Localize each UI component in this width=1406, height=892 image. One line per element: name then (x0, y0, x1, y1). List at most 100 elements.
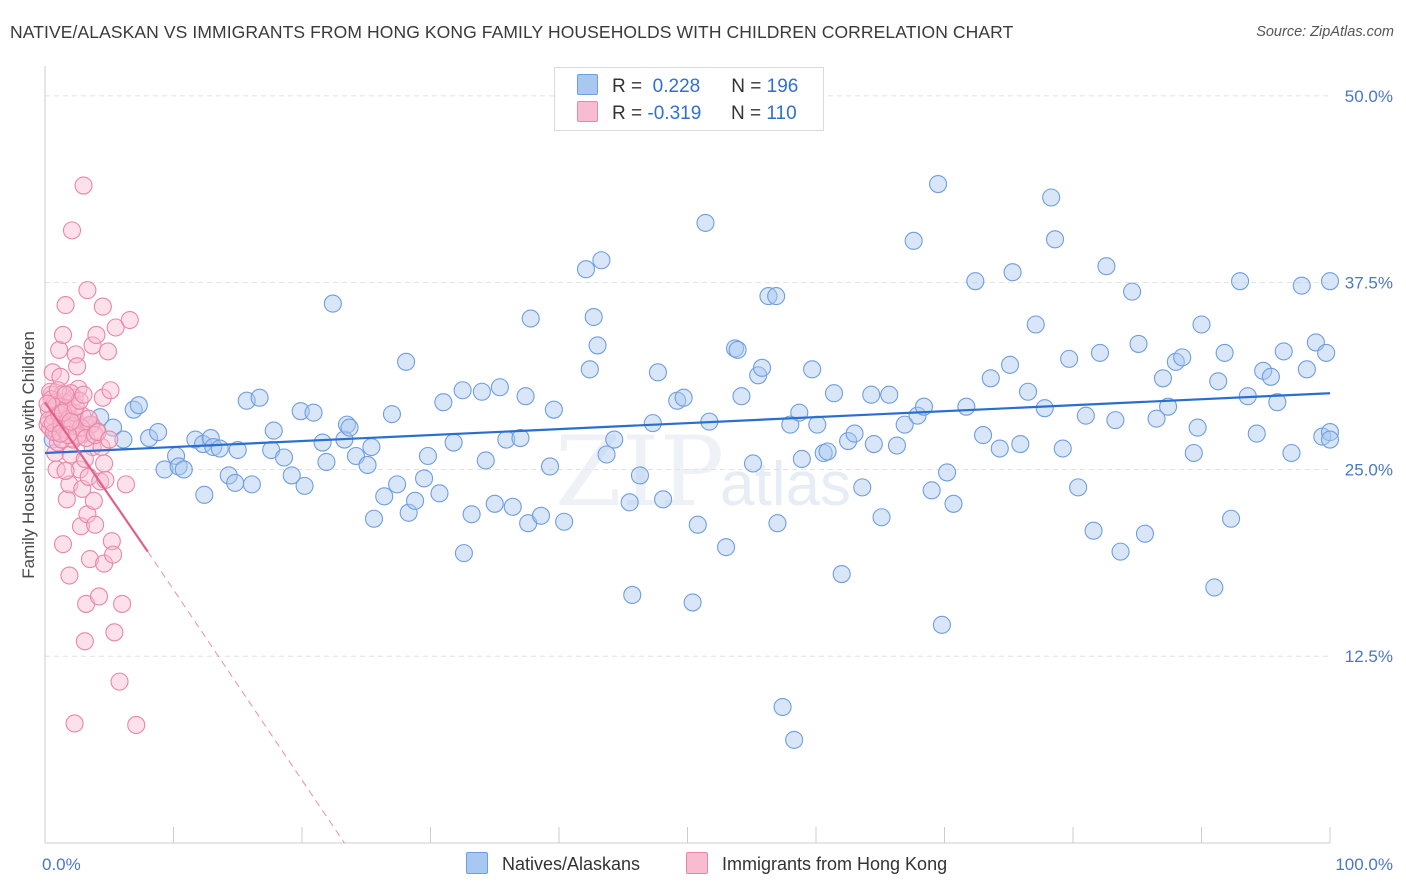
data-point (219, 466, 238, 485)
data-point (1147, 409, 1166, 428)
data-point (93, 388, 112, 407)
data-point (264, 421, 283, 440)
data-point (53, 325, 73, 345)
data-point (1159, 397, 1178, 416)
data-point (93, 297, 112, 316)
data-point (56, 385, 75, 404)
data-point (104, 545, 123, 564)
data-point (592, 251, 611, 270)
data-point (169, 457, 188, 476)
chart-source: Source: ZipAtlas.com (1256, 24, 1394, 40)
data-point (51, 367, 70, 386)
data-point (1320, 423, 1340, 442)
x-tick-label: 0.0% (42, 855, 81, 874)
data-point (210, 439, 229, 458)
data-point (80, 550, 100, 569)
data-point (454, 544, 473, 563)
data-point (1003, 263, 1022, 282)
data-point (1129, 334, 1148, 353)
data-point (362, 437, 381, 457)
data-point (824, 384, 844, 403)
data-point (110, 672, 129, 691)
data-point (50, 340, 69, 359)
data-point (1111, 542, 1130, 561)
data-point (683, 593, 702, 612)
data-point (1000, 355, 1020, 374)
data-point (129, 396, 148, 415)
data-point (803, 360, 822, 379)
data-point (120, 310, 139, 330)
data-point (242, 475, 261, 494)
data-point (358, 455, 377, 475)
data-point (87, 325, 106, 345)
data-point (1282, 443, 1301, 463)
data-point (1076, 406, 1095, 425)
data-point (648, 363, 667, 382)
data-point (1135, 524, 1155, 543)
legend-r-value-hongkong: -0.319 (647, 103, 702, 124)
data-point (531, 506, 551, 525)
data-point (62, 221, 82, 240)
data-point (1292, 276, 1311, 295)
trend-extension-hongkong (147, 551, 345, 844)
data-point (732, 387, 751, 406)
legend-swatch-hongkong (577, 101, 598, 122)
data-point (743, 454, 763, 473)
data-point (226, 473, 245, 492)
data-point (1090, 343, 1110, 362)
bottom-legend-swatch-natives (466, 852, 488, 874)
data-point (74, 385, 93, 404)
trend-line-natives (44, 392, 1331, 455)
tick-labels: 12.5% 25.0% 37.5% 50.0% 0.0% 100.0% (42, 87, 1393, 874)
data-point (1042, 188, 1061, 207)
data-point (716, 538, 736, 557)
data-point (576, 260, 596, 279)
data-point (91, 408, 110, 427)
trend-lines (44, 392, 1331, 844)
data-point (114, 430, 133, 449)
data-point (728, 340, 747, 359)
data-point (922, 481, 941, 500)
data-point (503, 497, 522, 516)
data-point (544, 400, 563, 419)
legend-n-label: N = (731, 76, 762, 97)
data-point (74, 176, 93, 195)
data-point (313, 433, 332, 452)
data-point (1247, 424, 1266, 443)
data-point (228, 440, 247, 460)
data-point (282, 466, 301, 485)
data-point (116, 475, 136, 494)
data-point (597, 445, 616, 464)
data-point (250, 388, 269, 407)
data-point (759, 287, 778, 306)
data-point (472, 382, 491, 401)
data-point (957, 397, 976, 416)
legend-n-value-natives: 196 (766, 76, 799, 97)
data-point (818, 442, 837, 461)
data-point (584, 307, 603, 327)
data-point (1317, 343, 1336, 362)
data-point (430, 484, 449, 503)
data-point (966, 272, 985, 291)
data-point (1084, 521, 1103, 540)
data-point (1123, 282, 1142, 301)
data-point (521, 309, 540, 328)
data-point (418, 446, 437, 466)
data-point (1035, 399, 1054, 418)
bottom-legend-swatch-hongkong (686, 852, 708, 874)
y-tick-label: 12.5% (1345, 647, 1393, 666)
data-point (605, 430, 624, 449)
data-point (56, 296, 75, 315)
legend-n-label: N = (730, 103, 762, 124)
bottom-legend-natives: Natives/Alaskans (466, 852, 640, 875)
data-point (785, 730, 804, 749)
data-point (872, 508, 891, 527)
data-point (1026, 315, 1045, 334)
data-point (1069, 478, 1088, 497)
data-point (68, 357, 87, 376)
data-point (415, 469, 434, 488)
y-tick-label: 50.0% (1345, 87, 1393, 106)
legend-r-label: R = (612, 103, 643, 124)
data-point (490, 378, 509, 397)
